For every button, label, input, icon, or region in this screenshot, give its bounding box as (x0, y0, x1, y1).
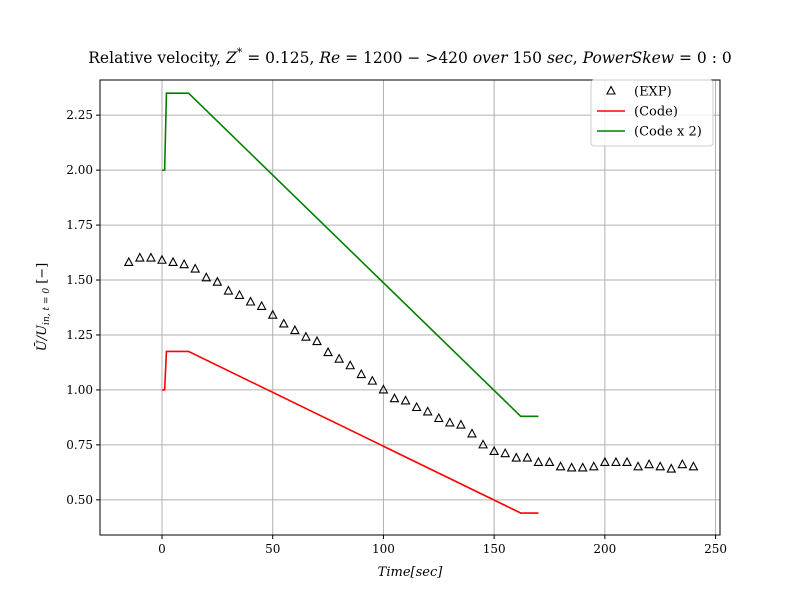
y-tick-label: 2.25 (66, 108, 93, 122)
exp-data-point (666, 463, 677, 473)
legend-swatch (606, 85, 616, 95)
y-tick-label: 1.50 (66, 273, 93, 287)
exp-data-point (234, 289, 245, 299)
exp-data-point (566, 462, 577, 472)
exp-data-point (677, 458, 688, 469)
exp-data-point (334, 353, 345, 363)
exp-data-point (345, 360, 356, 370)
exp-data-point (278, 318, 289, 328)
y-tick-label: 0.50 (66, 493, 93, 507)
exp-data-point (201, 272, 212, 282)
y-tick-label: 1.25 (66, 328, 93, 342)
exp-data-point (168, 256, 178, 266)
exp-data-point (433, 412, 444, 423)
y-tick-label: 2.00 (66, 163, 93, 177)
exp-data-point (223, 285, 234, 295)
exp-data-point (267, 309, 278, 319)
exp-data-point (655, 461, 666, 471)
exp-data-point (389, 393, 400, 403)
exp-data-point (422, 406, 433, 416)
exp-data-point (190, 263, 201, 273)
exp-data-point (323, 346, 333, 357)
exp-data-point (500, 448, 511, 458)
exp-data-point (577, 462, 588, 472)
legend: (EXP) (Code) (Code x 2) (590, 79, 714, 147)
exp-data-point (533, 456, 544, 467)
exp-data-point (467, 428, 477, 438)
exp-data-point (256, 300, 267, 310)
ticks: 0 50 100 150 200 250 0.50 0.75 1.00 1.25 1.50 1.75 2… (66, 108, 727, 556)
exp-data-point (179, 258, 190, 269)
exp-data-point (367, 375, 378, 385)
y-tick-label: 1.00 (66, 383, 93, 397)
exp-data-point (489, 445, 500, 456)
exp-data-point (688, 461, 699, 471)
exp-data-point (555, 461, 566, 471)
exp-data-point (146, 252, 156, 262)
exp-data-point (588, 461, 599, 471)
exp-data-point (157, 254, 167, 264)
x-axis-label: Time[sec] (378, 565, 444, 580)
chart-title: Relative velocity, Z* = 0.125, Re = 1200… (88, 46, 731, 67)
series-line-code-x-2 (162, 92, 539, 418)
exp-data-point (301, 331, 311, 341)
exp-data-point (444, 417, 455, 427)
plot-area (123, 92, 699, 514)
x-tick-label: 0 (158, 542, 166, 556)
x-tick-label: 250 (704, 542, 727, 556)
exp-data-point (622, 456, 632, 467)
y-tick-label: 1.75 (66, 218, 93, 232)
exp-data-point (511, 452, 522, 462)
exp-data-point (289, 324, 300, 335)
exp-data-point (644, 458, 655, 469)
exp-data-point (123, 256, 134, 266)
x-tick-label: 200 (593, 542, 616, 556)
series-line-code (162, 350, 539, 514)
exp-data-point (478, 439, 488, 449)
exp-data-point (400, 395, 411, 405)
exp-data-point (544, 456, 555, 467)
legend-label: (Code) (634, 105, 678, 120)
exp-data-point (212, 276, 223, 286)
x-tick-label: 100 (372, 542, 395, 556)
exp-data-point (245, 296, 256, 306)
y-tick-label: 0.75 (66, 438, 93, 452)
exp-data-point (134, 252, 145, 262)
exp-data-point (411, 401, 422, 412)
exp-data-point (633, 461, 643, 471)
x-tick-label: 150 (483, 542, 506, 556)
axes-frame (99, 79, 721, 536)
exp-data-point (456, 419, 466, 429)
exp-data-point (312, 335, 322, 346)
exp-data-point (356, 368, 367, 379)
exp-data-point (522, 452, 533, 462)
legend-label: (EXP) (634, 85, 672, 100)
y-axis-label: Ū/Uin, t = 0 [−] (34, 263, 52, 351)
exp-data-point (599, 456, 610, 467)
exp-data-point (611, 456, 621, 467)
exp-data-point (378, 384, 389, 394)
legend-label: (Code x 2) (634, 125, 702, 140)
x-tick-label: 50 (265, 542, 280, 556)
